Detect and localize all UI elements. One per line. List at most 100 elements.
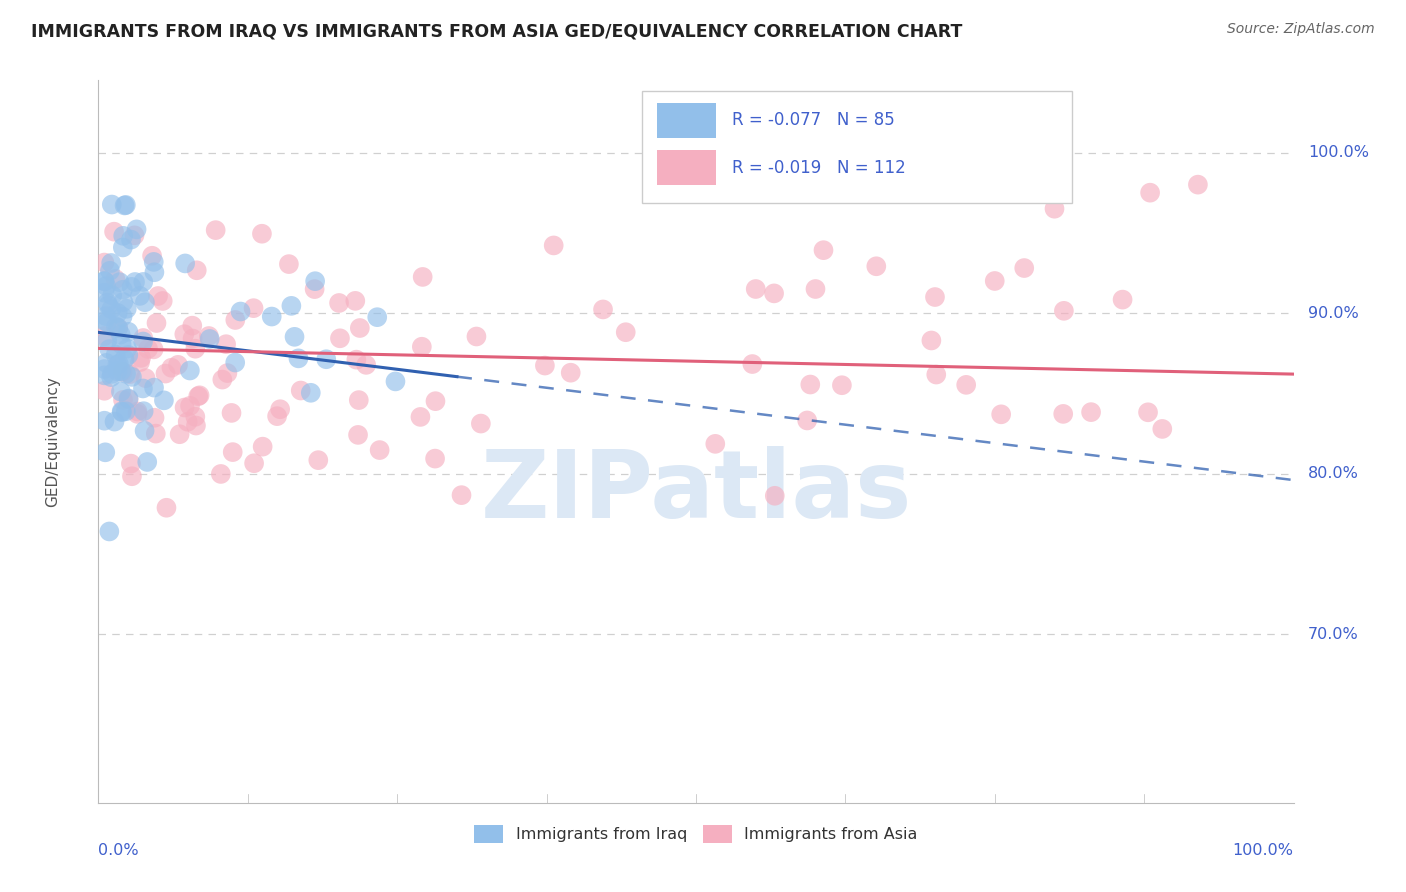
Point xyxy=(145,316,167,330)
Point xyxy=(799,377,821,392)
Point xyxy=(269,402,291,417)
Point xyxy=(96,295,118,310)
Point xyxy=(132,334,155,349)
Point xyxy=(831,378,853,392)
Point xyxy=(304,282,326,296)
Point xyxy=(184,409,207,424)
Point xyxy=(152,293,174,308)
Point xyxy=(181,331,204,345)
Text: 100.0%: 100.0% xyxy=(1233,843,1294,857)
Point xyxy=(143,381,166,395)
Point xyxy=(804,282,827,296)
Point xyxy=(409,409,432,424)
Point xyxy=(110,364,132,378)
Point xyxy=(142,255,165,269)
Point xyxy=(266,409,288,424)
Point xyxy=(143,410,166,425)
Point xyxy=(174,256,197,270)
Point xyxy=(211,373,233,387)
Text: 100.0%: 100.0% xyxy=(1308,145,1369,160)
Point xyxy=(184,342,207,356)
Point xyxy=(470,417,492,431)
Point xyxy=(93,314,115,328)
Point xyxy=(384,375,406,389)
Point xyxy=(181,318,204,333)
Point xyxy=(97,298,120,312)
Point xyxy=(188,388,211,402)
Point xyxy=(1139,186,1161,200)
Point xyxy=(1043,202,1066,216)
Point xyxy=(132,275,155,289)
Point xyxy=(1052,407,1074,421)
Point xyxy=(129,355,152,369)
Point xyxy=(132,381,155,395)
Point xyxy=(110,384,132,399)
Point xyxy=(104,319,127,334)
Point xyxy=(117,348,139,362)
Point xyxy=(176,415,198,429)
Point xyxy=(217,366,239,380)
Point xyxy=(108,275,131,289)
Point xyxy=(98,342,121,356)
Point xyxy=(423,451,446,466)
Point xyxy=(328,296,350,310)
Point xyxy=(704,437,727,451)
Point xyxy=(198,329,221,343)
Text: 90.0%: 90.0% xyxy=(1308,306,1358,320)
Point xyxy=(534,359,557,373)
Point xyxy=(121,370,143,384)
Point xyxy=(111,392,134,407)
Point xyxy=(112,228,135,243)
Point xyxy=(145,426,167,441)
Point xyxy=(160,360,183,375)
Point xyxy=(209,467,232,481)
Point xyxy=(283,330,305,344)
Point xyxy=(198,332,221,346)
Point xyxy=(167,358,190,372)
Point xyxy=(543,238,565,252)
Point xyxy=(307,453,329,467)
Point xyxy=(242,301,264,315)
Point xyxy=(924,290,946,304)
Point xyxy=(141,249,163,263)
Point xyxy=(111,365,134,379)
Point xyxy=(984,274,1007,288)
Point xyxy=(125,222,148,236)
Point xyxy=(287,351,309,366)
Point xyxy=(115,367,138,381)
Point xyxy=(411,340,433,354)
Point xyxy=(100,302,122,317)
Point xyxy=(98,264,121,278)
Point xyxy=(117,325,139,339)
Point xyxy=(94,279,117,293)
Point xyxy=(173,327,195,342)
Point xyxy=(134,295,156,310)
Point xyxy=(100,370,122,384)
Point xyxy=(93,255,115,269)
Point xyxy=(243,456,266,470)
Legend: Immigrants from Iraq, Immigrants from Asia: Immigrants from Iraq, Immigrants from As… xyxy=(468,819,924,849)
Point xyxy=(121,280,143,294)
Point xyxy=(111,283,134,297)
Point xyxy=(920,334,942,348)
Point xyxy=(229,304,252,318)
Point xyxy=(93,285,115,300)
Point xyxy=(115,404,138,418)
Point xyxy=(277,257,299,271)
Point xyxy=(110,337,132,351)
Point xyxy=(111,240,134,254)
Point xyxy=(763,286,786,301)
Text: 0.0%: 0.0% xyxy=(98,843,139,857)
Point xyxy=(94,445,117,459)
Point xyxy=(1137,405,1160,419)
Point xyxy=(107,306,129,320)
Point xyxy=(990,407,1012,421)
Point xyxy=(745,282,768,296)
Point xyxy=(127,404,149,418)
Text: GED/Equivalency: GED/Equivalency xyxy=(45,376,60,507)
Point xyxy=(118,367,141,381)
Point xyxy=(215,337,238,351)
Point xyxy=(107,364,129,378)
Point xyxy=(104,272,127,286)
Point xyxy=(354,358,377,372)
